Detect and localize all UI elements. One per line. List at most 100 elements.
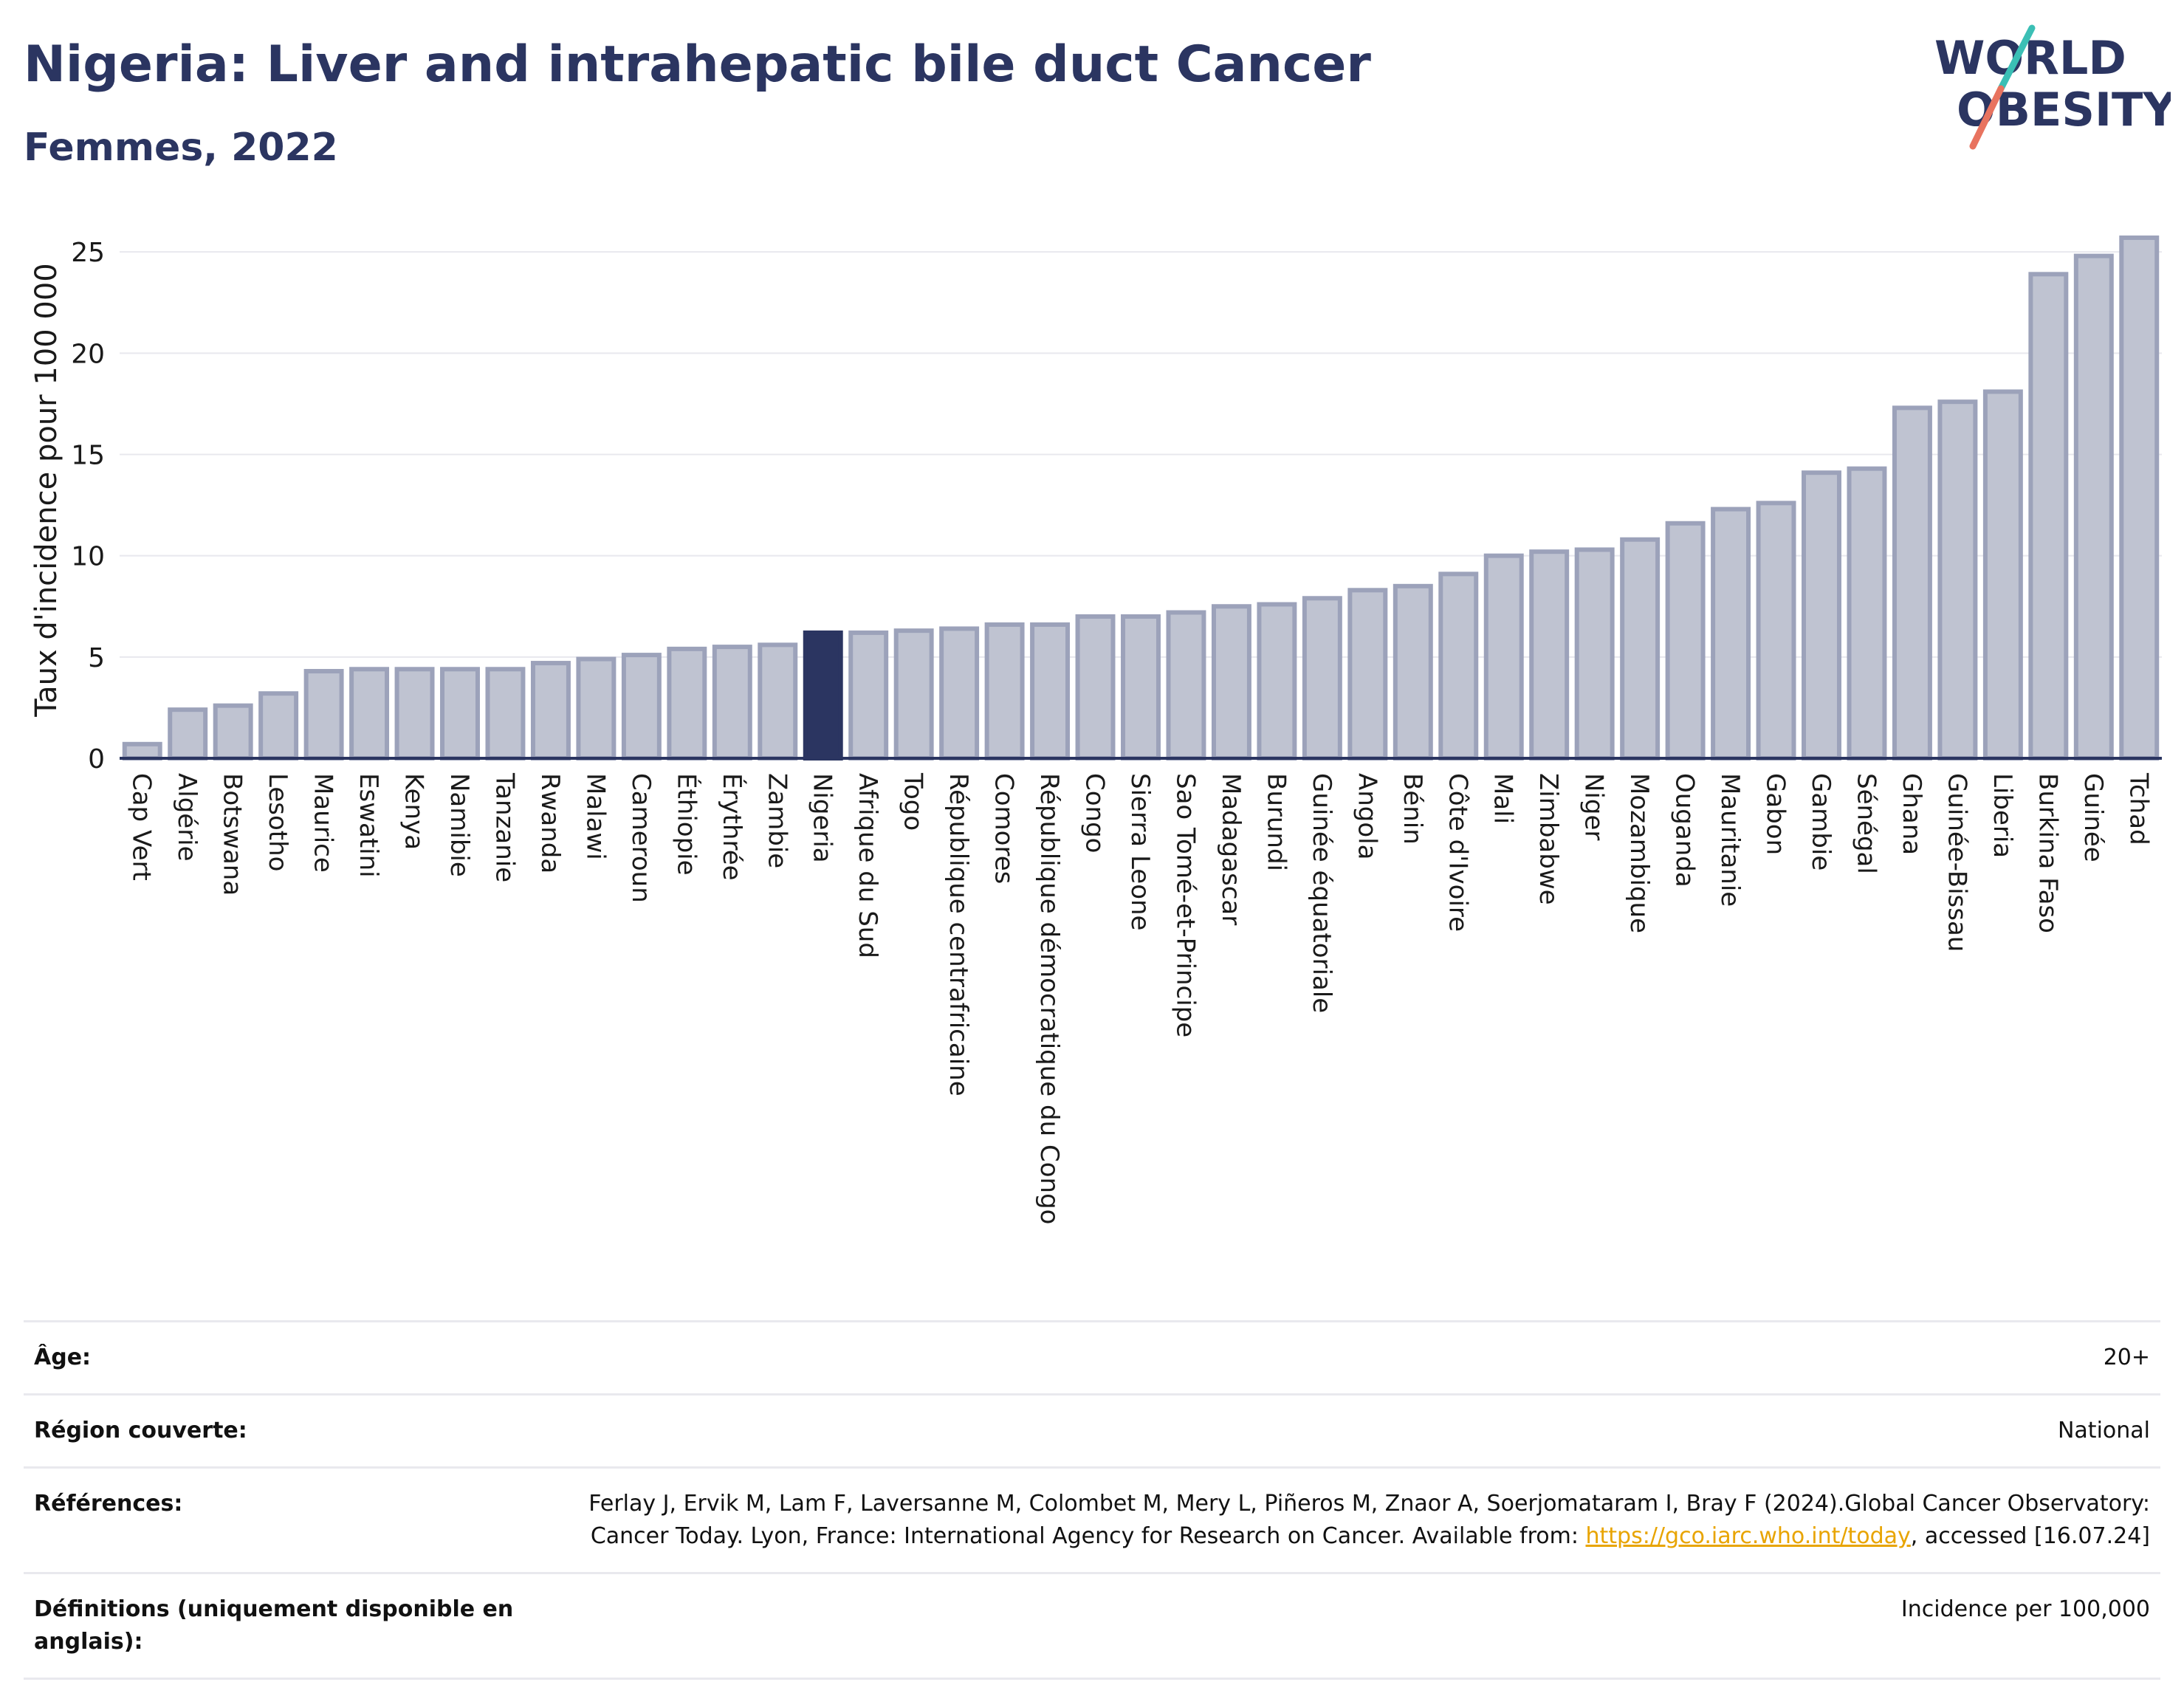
chart-title: Nigeria: Liver and intrahepatic bile duc…	[24, 35, 1371, 94]
bar-guin-e-bissau	[1937, 399, 1978, 761]
bar-zambie	[758, 642, 798, 761]
logo-slash-coral	[1969, 85, 2005, 150]
bar-comores	[984, 622, 1025, 761]
age-label: Âge:	[34, 1345, 92, 1370]
bar-namibie	[440, 667, 480, 761]
x-tick-label: Ghana	[1897, 773, 1926, 855]
x-tick-label: Eswatini	[354, 773, 383, 878]
bar-guin-e-quatoriale	[1302, 596, 1342, 761]
bar-burkina-faso	[2028, 272, 2069, 761]
meta-row-age: Âge: 20+	[24, 1320, 2160, 1393]
x-tick-label: Liberia	[1988, 773, 2017, 858]
meta-row-definitions: Définitions (uniquement disponible en an…	[24, 1572, 2160, 1680]
bar-angola	[1347, 588, 1388, 761]
definitions-label: Définitions (uniquement disponible en an…	[34, 1596, 514, 1655]
bar-b-nin	[1393, 583, 1433, 761]
bar-mauritanie	[1711, 507, 1751, 761]
x-tick-label: Gabon	[1761, 773, 1790, 855]
x-tick-label: Nigeria	[808, 773, 837, 863]
references-value: Ferlay J, Ervik M, Lam F, Laversanne M, …	[563, 1488, 2150, 1553]
bar-cap-vert	[122, 741, 162, 761]
x-tick-label: République centrafricaine	[944, 773, 973, 1096]
x-tick-label: Sierra Leone	[1125, 773, 1155, 930]
x-tick-label: Cap Vert	[127, 773, 157, 881]
x-tick-label: Sénégal	[1851, 773, 1881, 874]
x-tick-label: Cameroun	[626, 773, 656, 903]
bar-madagascar	[1211, 604, 1251, 761]
x-tick-label: Ouganda	[1670, 773, 1700, 888]
bar-liberia	[1982, 389, 2023, 761]
world-obesity-logo: WORLD OBESITY	[1934, 24, 2171, 150]
x-tick-label: Algérie	[172, 773, 202, 862]
references-label: Références:	[34, 1491, 183, 1517]
x-tick-label: Kenya	[399, 773, 429, 850]
metadata-table: Âge: 20+ Région couverte: National Référ…	[24, 1320, 2160, 1680]
bar-chart: 0 5 10 15 20 25 Cap Vert Algérie Botswana Lesoth…	[30, 235, 2162, 1224]
x-tick-label: Éthiopie	[671, 773, 701, 876]
x-tick-label: Lesotho	[263, 773, 292, 871]
x-tick-label: Namibie	[444, 773, 474, 877]
bar-kenya	[394, 667, 435, 761]
x-tick-label: Tanzanie	[490, 772, 519, 882]
bar-s-n-gal	[1847, 466, 1887, 761]
bar-zimbabwe	[1529, 549, 1570, 761]
x-tick-label: République démocratique du Congo	[1034, 773, 1064, 1224]
x-tick-label: Zambie	[762, 773, 791, 868]
bar-eswatini	[349, 667, 390, 761]
bar-burundi	[1257, 602, 1297, 761]
bars	[122, 235, 2160, 761]
chart-subtitle: Femmes, 2022	[24, 126, 338, 170]
x-tick-label: Gambie	[1806, 773, 1836, 871]
y-tick-label: 0	[88, 744, 105, 775]
y-tick-label: 5	[88, 643, 105, 673]
x-tick-label: Maurice	[309, 773, 338, 873]
x-tick-label: Congo	[1080, 773, 1110, 853]
bar-mali	[1483, 553, 1524, 761]
x-tick-label: Niger	[1579, 773, 1609, 840]
x-tick-label: Guinée	[2078, 773, 2108, 862]
y-tick-label: 20	[71, 339, 105, 369]
bar-cameroun	[621, 653, 662, 761]
references-text: Ferlay J, Ervik M, Lam F, Laversanne M, …	[588, 1491, 2150, 1549]
references-link[interactable]: https://gco.iarc.who.int/today	[1585, 1523, 1911, 1549]
x-tick-label: Bénin	[1398, 773, 1427, 845]
bar--thiopie	[667, 646, 707, 761]
x-axis-ticks: Cap Vert Algérie Botswana Lesotho Maurice Esw…	[127, 772, 2154, 1224]
x-tick-label: Zimbabwe	[1534, 773, 1563, 905]
x-tick-label: Madagascar	[1216, 773, 1246, 925]
x-tick-label: Tchad	[2123, 772, 2153, 845]
bar-togo	[893, 628, 934, 761]
bar-alg-rie	[168, 707, 208, 761]
bar-afrique-du-sud	[848, 630, 889, 761]
meta-row-references: Références: Ferlay J, Ervik M, Lam F, La…	[24, 1466, 2160, 1572]
bar-mozambique	[1620, 537, 1661, 761]
bar-lesotho	[258, 691, 299, 761]
x-tick-label: Mozambique	[1624, 773, 1654, 933]
x-tick-label: Burkina Faso	[2033, 773, 2062, 933]
bar-ghana	[1892, 405, 1932, 761]
meta-row-region: Région couverte: National	[24, 1393, 2160, 1466]
x-tick-label: Érythrée	[717, 773, 747, 881]
x-tick-label: Comores	[989, 773, 1019, 884]
y-tick-label: 25	[71, 238, 105, 268]
x-tick-label: Botswana	[218, 773, 247, 896]
x-tick-label: Malawi	[580, 773, 610, 860]
bar-r-publique-d-mocratique-du-congo	[1030, 622, 1071, 761]
bar-botswana	[213, 703, 253, 761]
bar-ouganda	[1665, 521, 1706, 761]
bar-tchad	[2119, 235, 2160, 761]
bar-maurice	[303, 669, 344, 761]
x-tick-label: Mauritanie	[1715, 773, 1745, 907]
bar-congo	[1075, 614, 1116, 761]
age-value: 20+	[2103, 1345, 2150, 1370]
x-tick-label: Angola	[1352, 773, 1381, 859]
bar-gambie	[1802, 470, 1841, 761]
bar-c-te-d-ivoire	[1438, 571, 1479, 761]
x-tick-label: Burundi	[1261, 773, 1291, 871]
region-label: Région couverte:	[34, 1418, 247, 1443]
logo-line1: WORLD	[1934, 31, 2126, 85]
y-tick-label: 10	[71, 542, 105, 572]
bar--rythr-e	[712, 645, 752, 761]
bar-malawi	[576, 656, 617, 761]
x-tick-label: Guinée équatoriale	[1307, 773, 1336, 1013]
